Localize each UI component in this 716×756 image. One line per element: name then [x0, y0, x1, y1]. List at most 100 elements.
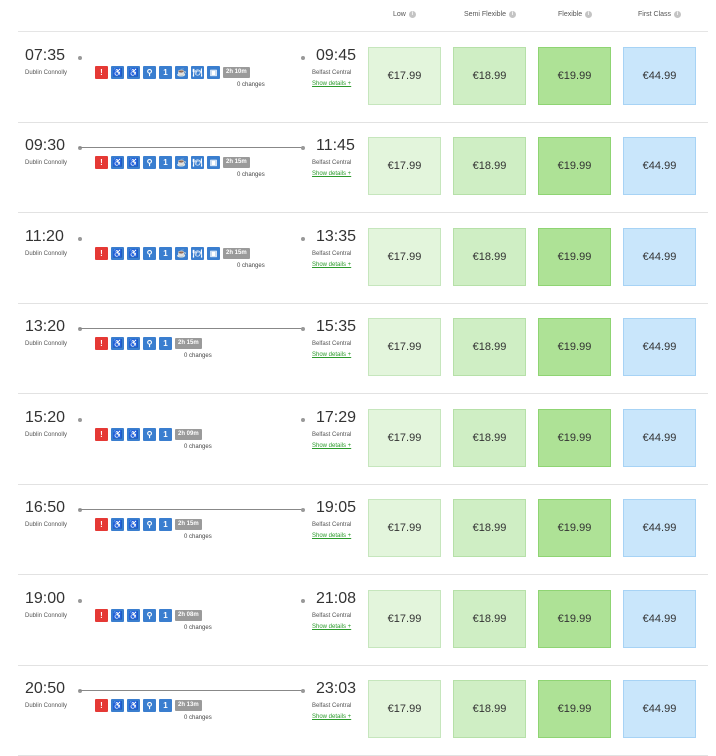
alert-icon[interactable]: ! — [95, 518, 108, 531]
fare-first-class-button[interactable]: €44.99 — [623, 409, 696, 467]
fare-first-class-button[interactable]: €44.99 — [623, 137, 696, 195]
arrival-dot — [301, 56, 305, 60]
fare-semi-flexible-button[interactable]: €18.99 — [453, 228, 526, 286]
food-icon: 🍽 — [191, 66, 204, 79]
duration-badge: 2h 09m — [175, 429, 202, 440]
alert-icon[interactable]: ! — [95, 156, 108, 169]
info-icon[interactable]: i — [674, 11, 682, 18]
bus-icon: ▣ — [207, 156, 220, 169]
alert-icon[interactable]: ! — [95, 247, 108, 260]
bicycle-icon: ⚲ — [143, 156, 156, 169]
bus-icon: ▣ — [207, 66, 220, 79]
journey-row[interactable]: 11:20 Dublin Connolly ! ♿ ♿ ⚲ 1 ☕ 🍽 ▣ 2h… — [18, 213, 708, 304]
departure-time: 07:35 — [25, 47, 66, 64]
first-class-icon: 1 — [159, 66, 172, 79]
fare-semi-flexible-button[interactable]: €18.99 — [453, 137, 526, 195]
info-icon[interactable]: i — [509, 11, 517, 18]
duration-badge: 2h 15m — [223, 157, 250, 168]
fare-low-button[interactable]: €17.99 — [368, 228, 441, 286]
departure-station: Dublin Connolly — [25, 160, 68, 166]
fare-semi-flexible-button[interactable]: €18.99 — [453, 680, 526, 738]
arrival-time: 23:03 — [316, 680, 357, 697]
journey-row[interactable]: 19:00 Dublin Connolly ! ♿ ♿ ⚲ 1 2h 08m 0… — [18, 575, 708, 666]
duration-badge: 2h 08m — [175, 610, 202, 621]
coffee-icon: ☕ — [175, 66, 188, 79]
fare-flexible-button[interactable]: €19.99 — [538, 499, 611, 557]
fare-semi-flexible-button[interactable]: €18.99 — [453, 318, 526, 376]
fare-flexible-button[interactable]: €19.99 — [538, 47, 611, 105]
col-low: Low i — [393, 11, 416, 18]
fare-first-class-button[interactable]: €44.99 — [623, 47, 696, 105]
departure-time: 09:30 — [25, 137, 66, 154]
fare-first-class-button[interactable]: €44.99 — [623, 499, 696, 557]
wheelchair-icon: ♿ — [111, 699, 124, 712]
fare-flexible-button[interactable]: €19.99 — [538, 409, 611, 467]
journey-row[interactable]: 13:20 Dublin Connolly ! ♿ ♿ ⚲ 1 2h 15m 0… — [18, 303, 708, 394]
alert-icon[interactable]: ! — [95, 428, 108, 441]
wheelchair-icon: ♿ — [111, 518, 124, 531]
journey-row[interactable]: 15:20 Dublin Connolly ! ♿ ♿ ⚲ 1 2h 09m 0… — [18, 394, 708, 485]
fare-low-button[interactable]: €17.99 — [368, 318, 441, 376]
departure-time: 20:50 — [25, 680, 66, 697]
fare-first-class-button[interactable]: €44.99 — [623, 590, 696, 648]
departure-dot — [78, 146, 82, 150]
show-details-link[interactable]: Show details + — [312, 171, 352, 177]
fare-semi-flexible-button[interactable]: €18.99 — [453, 499, 526, 557]
fare-first-class-button[interactable]: €44.99 — [623, 228, 696, 286]
departure-time: 19:00 — [25, 590, 66, 607]
journey-row[interactable]: 16:50 Dublin Connolly ! ♿ ♿ ⚲ 1 2h 15m 0… — [18, 484, 708, 575]
arrival-station: Belfast Central — [312, 160, 352, 166]
show-details-link[interactable]: Show details + — [312, 81, 352, 87]
fare-first-class-button[interactable]: €44.99 — [623, 680, 696, 738]
fare-low-button[interactable]: €17.99 — [368, 680, 441, 738]
coffee-icon: ☕ — [175, 156, 188, 169]
departure-station: Dublin Connolly — [25, 522, 68, 528]
departure-dot — [78, 508, 82, 512]
fare-first-class-button[interactable]: €44.99 — [623, 318, 696, 376]
fare-low-button[interactable]: €17.99 — [368, 499, 441, 557]
show-details-link[interactable]: Show details + — [312, 714, 352, 720]
fare-low-button[interactable]: €17.99 — [368, 590, 441, 648]
fare-semi-flexible-button[interactable]: €18.99 — [453, 409, 526, 467]
fare-low-button[interactable]: €17.99 — [368, 47, 441, 105]
first-class-icon: 1 — [159, 337, 172, 350]
info-icon[interactable]: i — [408, 11, 416, 18]
changes-count: 0 changes — [184, 444, 212, 450]
journey-row[interactable]: 09:30 Dublin Connolly ! ♿ ♿ ⚲ 1 ☕ 🍽 ▣ 2h… — [18, 122, 708, 213]
journey-row[interactable]: 07:35 Dublin Connolly ! ♿ ♿ ⚲ 1 ☕ 🍽 ▣ 2h… — [18, 32, 708, 123]
fare-low-button[interactable]: €17.99 — [368, 137, 441, 195]
show-details-link[interactable]: Show details + — [312, 352, 352, 358]
show-details-link[interactable]: Show details + — [312, 533, 352, 539]
changes-count: 0 changes — [237, 263, 265, 269]
col-flexible: Flexible i — [558, 11, 593, 18]
alert-icon[interactable]: ! — [95, 66, 108, 79]
assisted-travel-icon: ♿ — [127, 66, 140, 79]
fare-flexible-button[interactable]: €19.99 — [538, 680, 611, 738]
wheelchair-icon: ♿ — [111, 156, 124, 169]
departure-station: Dublin Connolly — [25, 432, 68, 438]
service-icons: ! ♿ ♿ ⚲ 1 ☕ 🍽 ▣ 2h 15m — [95, 156, 250, 169]
fare-semi-flexible-button[interactable]: €18.99 — [453, 47, 526, 105]
alert-icon[interactable]: ! — [95, 609, 108, 622]
col-flexible-label: Flexible — [558, 11, 583, 18]
show-details-link[interactable]: Show details + — [312, 262, 352, 268]
journey-row[interactable]: 20:50 Dublin Connolly ! ♿ ♿ ⚲ 1 2h 13m 0… — [18, 665, 708, 756]
show-details-link[interactable]: Show details + — [312, 624, 352, 630]
fare-flexible-button[interactable]: €19.99 — [538, 318, 611, 376]
fare-semi-flexible-button[interactable]: €18.99 — [453, 590, 526, 648]
fare-low-button[interactable]: €17.99 — [368, 409, 441, 467]
alert-icon[interactable]: ! — [95, 337, 108, 350]
info-icon[interactable]: i — [585, 11, 593, 18]
arrival-station: Belfast Central — [312, 703, 352, 709]
fare-flexible-button[interactable]: €19.99 — [538, 590, 611, 648]
col-semi-label: Semi Flexible — [464, 11, 507, 18]
assisted-travel-icon: ♿ — [127, 518, 140, 531]
assisted-travel-icon: ♿ — [127, 699, 140, 712]
first-class-icon: 1 — [159, 156, 172, 169]
fare-flexible-button[interactable]: €19.99 — [538, 137, 611, 195]
alert-icon[interactable]: ! — [95, 699, 108, 712]
show-details-link[interactable]: Show details + — [312, 443, 352, 449]
fare-flexible-button[interactable]: €19.99 — [538, 228, 611, 286]
changes-count: 0 changes — [184, 353, 212, 359]
departure-time: 11:20 — [25, 228, 64, 245]
